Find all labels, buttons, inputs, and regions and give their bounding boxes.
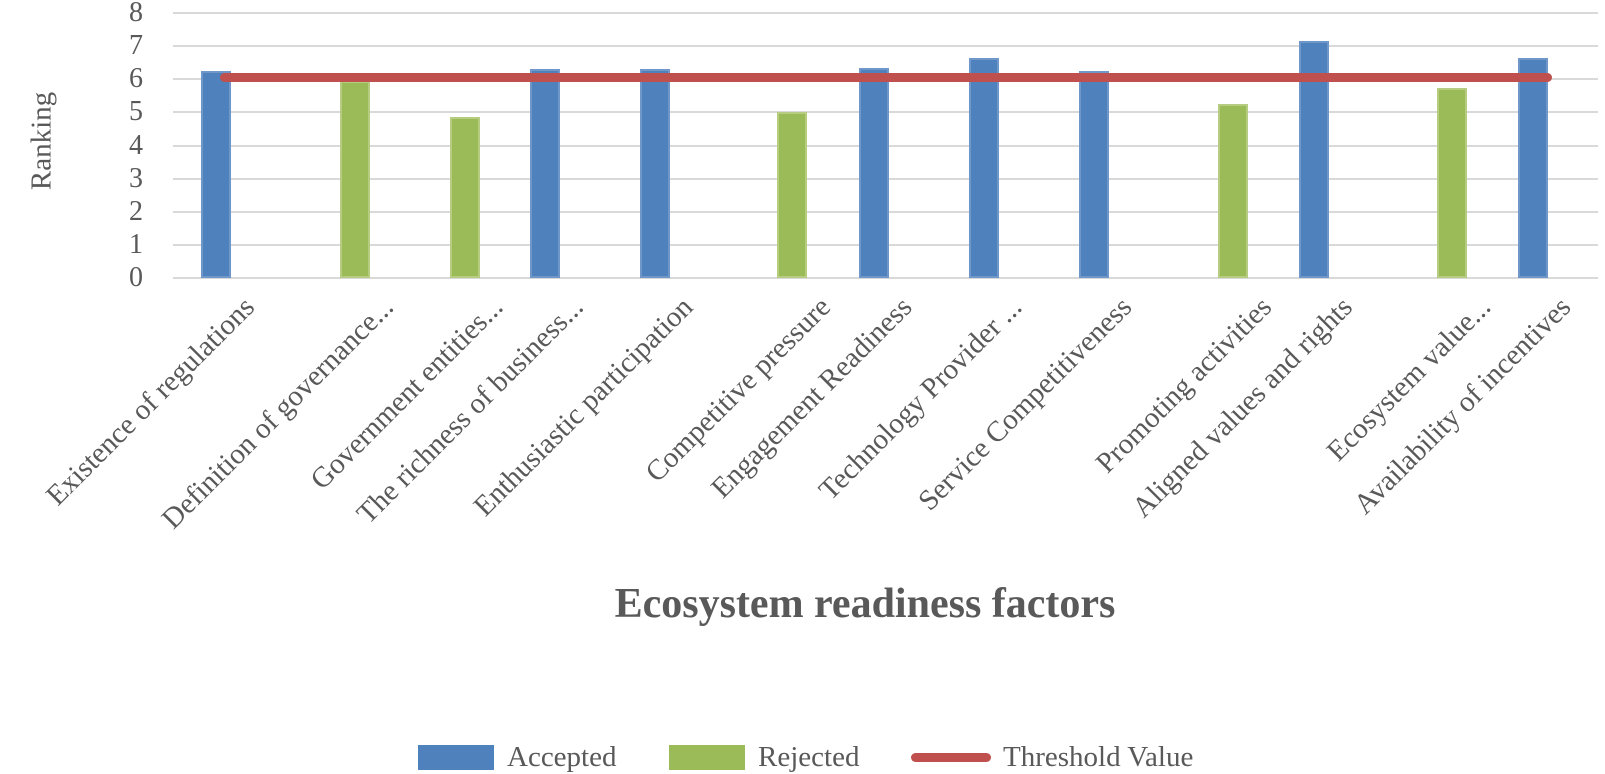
legend-label-accepted: Accepted bbox=[507, 740, 617, 773]
gridline bbox=[173, 45, 1598, 48]
bar-rejected bbox=[1437, 87, 1467, 278]
y-tick-label: 4 bbox=[129, 129, 143, 161]
bar-rejected bbox=[1218, 104, 1248, 278]
x-tick-label: Service Competitiveness bbox=[912, 291, 1139, 517]
gridline bbox=[173, 276, 1598, 279]
y-tick-label: 1 bbox=[129, 228, 143, 260]
accepted-swatch-icon bbox=[418, 744, 494, 770]
x-tick-label: Enthusiastic participation bbox=[467, 291, 700, 523]
threshold-value-line bbox=[220, 73, 1552, 83]
legend-item-threshold: Threshold Value bbox=[911, 741, 1193, 773]
x-tick-label: Technology Provider ... bbox=[813, 291, 1029, 507]
bar-rejected bbox=[777, 112, 807, 278]
legend-item-rejected: Rejected bbox=[669, 741, 859, 773]
threshold-line-icon bbox=[911, 752, 991, 762]
bar-rejected bbox=[450, 117, 480, 278]
y-tick-label: 2 bbox=[129, 195, 143, 227]
bar-accepted bbox=[530, 69, 560, 278]
bar-accepted bbox=[859, 67, 889, 278]
bar-accepted bbox=[1518, 57, 1548, 278]
y-tick-label: 6 bbox=[129, 63, 143, 95]
legend-label-threshold: Threshold Value bbox=[1003, 740, 1194, 773]
bar-accepted bbox=[969, 57, 999, 278]
bar-rejected bbox=[340, 81, 370, 278]
gridline bbox=[173, 12, 1598, 15]
legend-label-rejected: Rejected bbox=[758, 740, 860, 773]
bar-accepted bbox=[201, 71, 231, 278]
rejected-swatch-icon bbox=[669, 744, 745, 770]
y-tick-label: 7 bbox=[129, 30, 143, 62]
y-tick-label: 8 bbox=[129, 0, 143, 29]
y-tick-label: 3 bbox=[129, 162, 143, 194]
bar-accepted bbox=[640, 69, 670, 278]
x-axis-title: Ecosystem readiness factors bbox=[614, 581, 1116, 627]
legend-item-accepted: Accepted bbox=[418, 741, 617, 773]
y-tick-label: 5 bbox=[129, 96, 143, 128]
y-tick-label: 0 bbox=[129, 261, 143, 293]
y-axis-title: Ranking bbox=[25, 91, 58, 191]
bar-accepted bbox=[1079, 71, 1109, 278]
